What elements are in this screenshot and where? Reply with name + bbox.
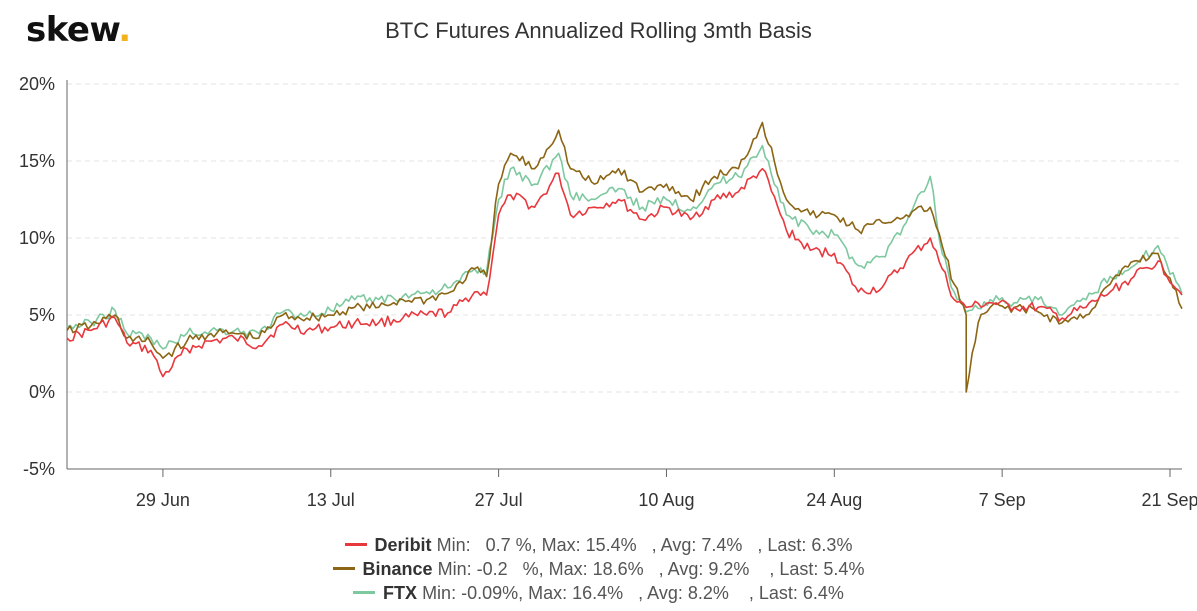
legend-swatch-ftx: [353, 590, 376, 594]
x-tick-label: 7 Sep: [979, 490, 1026, 510]
skew-logo: skew.: [26, 10, 131, 50]
legend-stats-binance: Min: -0.2 %, Max: 18.6% , Avg: 9.2% , La…: [437, 559, 865, 579]
chart-plot: 20% 15% 10% 5% 0% -5% 29 Jun 13 Jul 27 Jul 10 Aug…: [19, 74, 1197, 510]
series-line-deribit: [66, 167, 1183, 378]
x-tick-label: 21 Sep: [1141, 490, 1197, 510]
legend-item-deribit[interactable]: Deribit Min: 0.7 %, Max: 15.4% , Avg: 7.…: [0, 533, 1197, 557]
chart-legend: Deribit Min: 0.7 %, Max: 15.4% , Avg: 7.…: [0, 533, 1197, 605]
x-tick-label: 29 Jun: [136, 490, 190, 510]
legend-label-ftx: FTX: [383, 583, 418, 603]
y-tick-label: 15%: [19, 151, 55, 171]
legend-swatch-deribit: [344, 542, 367, 546]
legend-label-binance: Binance: [362, 559, 433, 579]
legend-stats-ftx: Min: -0.09%, Max: 16.4% , Avg: 8.2% , La…: [422, 583, 844, 603]
x-tick-label: 10 Aug: [638, 490, 694, 510]
y-tick-label: 20%: [19, 74, 55, 94]
y-tick-label: 10%: [19, 228, 55, 248]
legend-swatch-binance: [332, 566, 355, 570]
series-line-ftx: [66, 144, 1183, 350]
legend-item-ftx[interactable]: FTX Min: -0.09%, Max: 16.4% , Avg: 8.2% …: [0, 581, 1197, 605]
y-tick-label: 0%: [29, 382, 55, 402]
x-tick-label: 13 Jul: [307, 490, 355, 510]
legend-stats-deribit: Min: 0.7 %, Max: 15.4% , Avg: 7.4% , Las…: [436, 535, 853, 555]
legend-item-binance[interactable]: Binance Min: -0.2 %, Max: 18.6% , Avg: 9…: [0, 557, 1197, 581]
x-tick-label: 24 Aug: [806, 490, 862, 510]
legend-label-deribit: Deribit: [374, 535, 432, 555]
y-tick-label: -5%: [23, 459, 55, 479]
series-line-binance: [66, 121, 1183, 393]
y-tick-label: 5%: [29, 305, 55, 325]
chart-title: BTC Futures Annualized Rolling 3mth Basi…: [385, 18, 812, 43]
x-tick-label: 27 Jul: [475, 490, 523, 510]
